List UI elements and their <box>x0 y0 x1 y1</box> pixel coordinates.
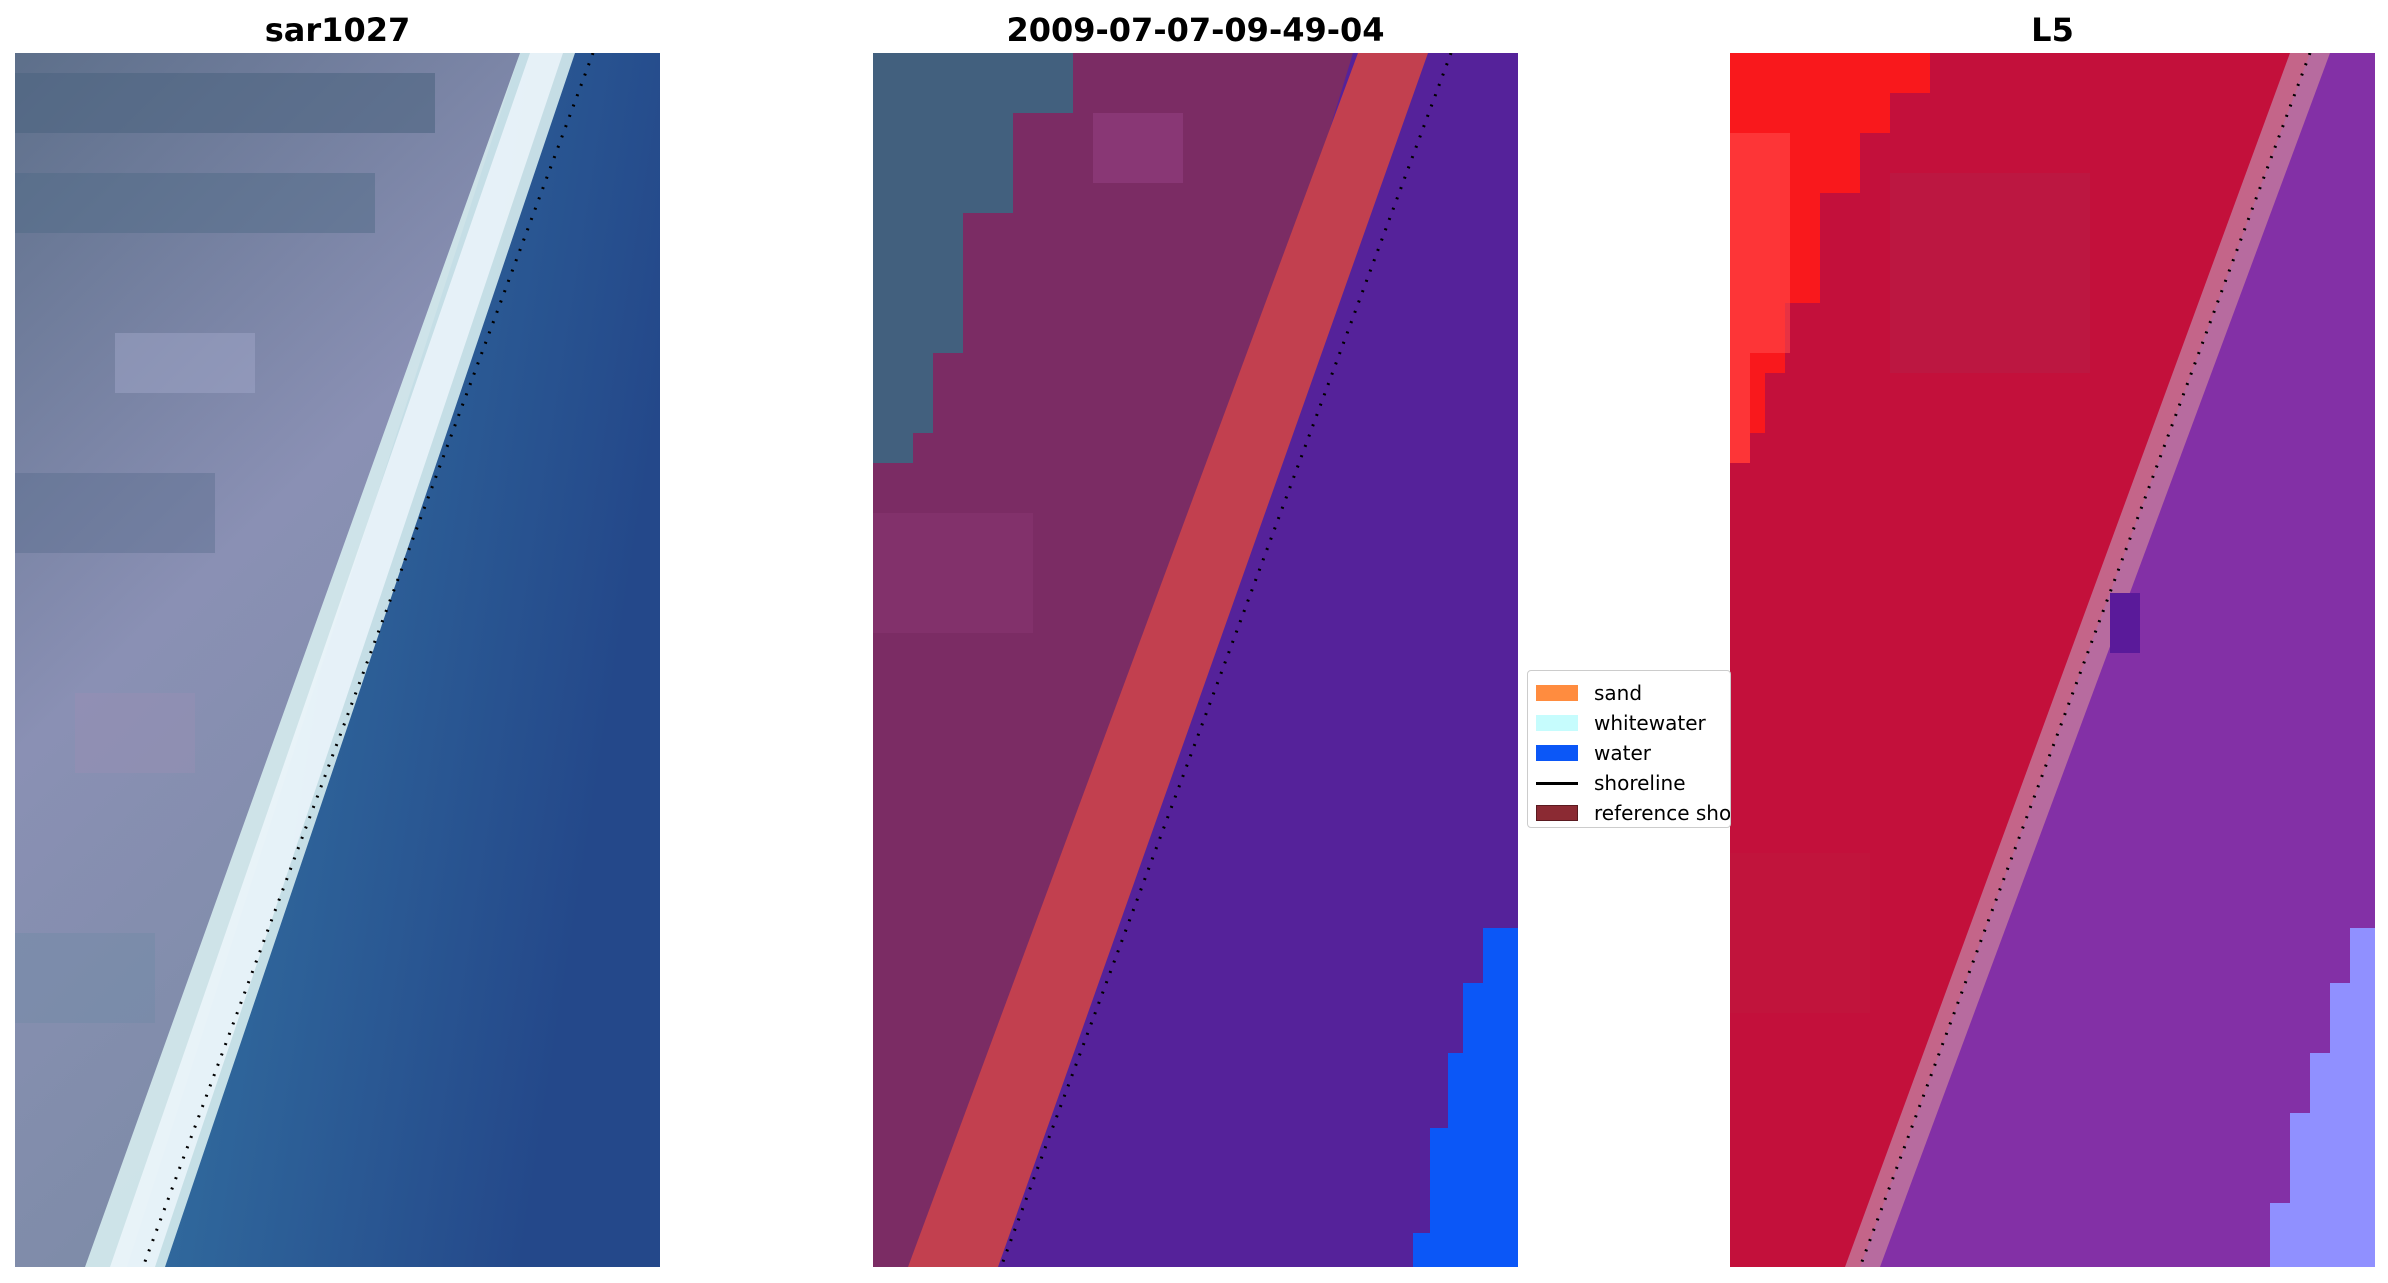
index-image-panel <box>1730 53 2375 1267</box>
legend-label: water <box>1594 741 1651 765</box>
shoreline-dotted <box>141 53 595 1267</box>
classified-image-panel <box>873 53 1518 1267</box>
legend-item-sand: sand <box>1536 679 1642 707</box>
light-violet-area <box>2270 928 2375 1267</box>
land-index-area <box>1730 53 2310 1267</box>
shoreline-swatch <box>1536 781 1578 785</box>
legend-label: sand <box>1594 681 1643 705</box>
legend-label: reference shoreline <box>1594 801 1731 825</box>
unclassified-area <box>873 53 1073 463</box>
water-swatch <box>1536 745 1578 761</box>
water-patch-area <box>1413 928 1518 1267</box>
legend-label: shoreline <box>1594 771 1686 795</box>
land-class-area <box>873 53 1353 1267</box>
rgb-image-panel <box>15 53 660 1267</box>
legend-item-shoreline: shoreline <box>1536 769 1686 797</box>
legend-item-whitewater: whitewater <box>1536 709 1706 737</box>
sand-swatch <box>1536 685 1578 701</box>
panel-title-index: L5 <box>2031 11 2074 49</box>
legend-item-reference-shoreline: reference shoreline <box>1536 799 1731 827</box>
shoreline-dotted <box>1858 53 2312 1267</box>
transition-band <box>1845 53 2330 1267</box>
reference-shoreline-swatch <box>1536 805 1578 821</box>
panel-title-classified: 2009-07-07-09-49-04 <box>1006 11 1385 49</box>
legend-label: whitewater <box>1594 711 1706 735</box>
legend: sand whitewater water shoreline referenc… <box>1527 670 1731 828</box>
whitewater-swatch <box>1536 715 1578 731</box>
panel-title-rgb: sar1027 <box>264 11 411 49</box>
legend-item-water: water <box>1536 739 1651 767</box>
sand-band-area <box>908 53 1428 1267</box>
shoreline-dotted <box>999 53 1453 1267</box>
